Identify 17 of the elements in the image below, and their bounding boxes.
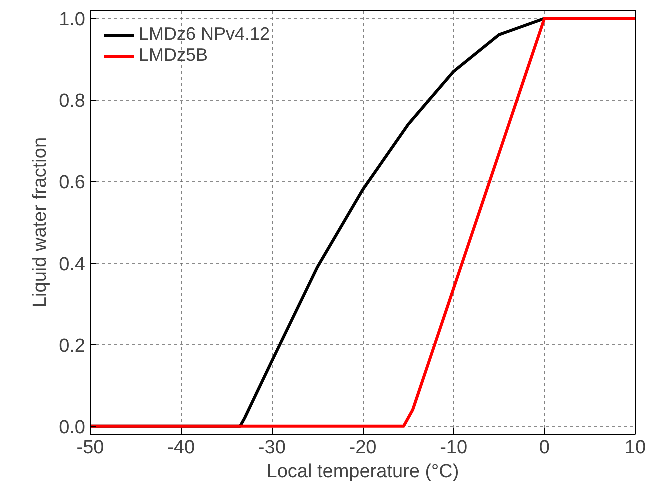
y-tick-label: 0.4 (59, 254, 86, 276)
y-axis-title: Liquid water fraction (30, 137, 52, 308)
y-tick-label: 0.8 (59, 91, 86, 112)
y-tick-label: 1.0 (59, 10, 86, 31)
x-tick-label: -50 (76, 438, 104, 458)
y-tick-label: 0.2 (59, 336, 86, 357)
x-axis-title: Local temperature (°C) (266, 462, 460, 482)
x-tick-label: -30 (258, 438, 286, 458)
x-tick-label: 10 (624, 438, 646, 458)
x-tick-label: 0 (539, 438, 550, 458)
x-tick-label: -20 (349, 438, 377, 458)
legend-label: LMDz5B (139, 45, 208, 66)
legend-label: LMDz6 NPv4.12 (139, 24, 270, 45)
y-tick-label: 0.6 (59, 172, 86, 194)
x-tick-label: -40 (168, 438, 196, 458)
y-tick-label: 0.0 (59, 417, 86, 438)
x-tick-label: -10 (440, 438, 468, 458)
